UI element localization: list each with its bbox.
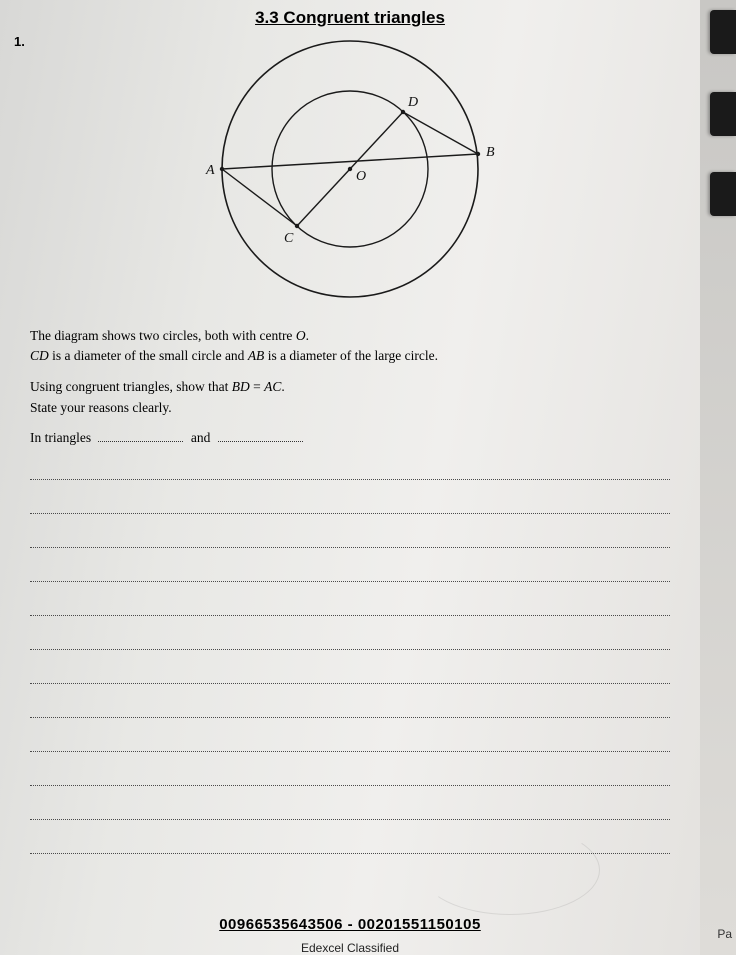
page-footer: 00966535643506 - 00201551150105 Edexcel … [0, 916, 700, 955]
footer-classification: Edexcel Classified [0, 941, 700, 955]
blank-1[interactable] [98, 431, 183, 442]
binder-tab [710, 172, 736, 216]
answer-lines [30, 479, 670, 854]
instruction-line-2: State your reasons clearly. [30, 399, 670, 417]
svg-text:A: A [205, 163, 215, 178]
svg-text:B: B [486, 145, 495, 160]
answer-line[interactable] [30, 581, 670, 582]
description-line-1: The diagram shows two circles, both with… [30, 327, 670, 345]
answer-line[interactable] [30, 649, 670, 650]
answer-line[interactable] [30, 479, 670, 480]
svg-text:O: O [356, 169, 366, 184]
circles-diagram: O A B C D [180, 34, 520, 309]
footer-phone: 00966535643506 - 00201551150105 [0, 916, 700, 933]
answer-line[interactable] [30, 615, 670, 616]
answer-line[interactable] [30, 751, 670, 752]
answer-line[interactable] [30, 683, 670, 684]
diagram-container: O A B C D [30, 34, 670, 309]
page-corner-text: Pa [717, 927, 732, 941]
fill-in-prompt: In triangles and [30, 430, 670, 446]
answer-line[interactable] [30, 853, 670, 854]
binder-tab [710, 92, 736, 136]
question-number: 1. [14, 34, 25, 49]
answer-line[interactable] [30, 819, 670, 820]
description-line-2: CD is a diameter of the small circle and… [30, 347, 670, 365]
svg-text:D: D [407, 95, 418, 110]
blank-2[interactable] [218, 431, 303, 442]
svg-text:C: C [284, 231, 294, 246]
answer-line[interactable] [30, 717, 670, 718]
answer-line[interactable] [30, 513, 670, 514]
answer-line[interactable] [30, 785, 670, 786]
binding-edge [700, 0, 736, 955]
worksheet-page: 3.3 Congruent triangles 1. O A B C D The dia… [0, 0, 700, 955]
answer-line[interactable] [30, 547, 670, 548]
section-heading: 3.3 Congruent triangles [30, 8, 670, 28]
instruction-line-1: Using congruent triangles, show that BD … [30, 378, 670, 396]
binder-tab [710, 10, 736, 54]
